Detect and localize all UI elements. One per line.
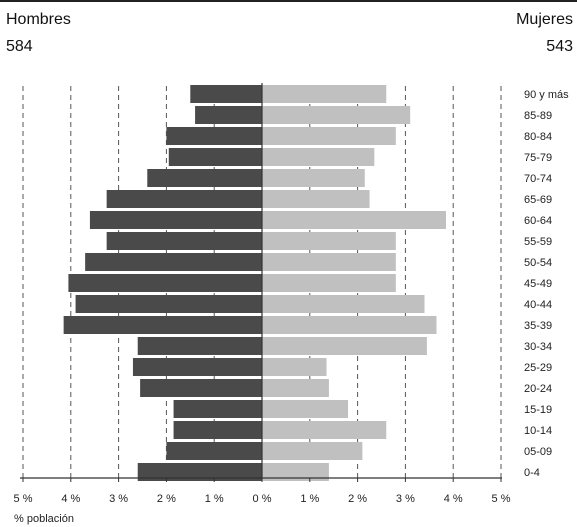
x-tick-label: 1 %: [300, 493, 319, 505]
bar-male-70-74: [147, 169, 262, 187]
bar-male-75-79: [168, 148, 262, 166]
age-group-label: 40-44: [524, 299, 552, 311]
age-group-label: 85-89: [524, 110, 552, 122]
age-group-label: 0-4: [524, 467, 540, 479]
bar-female-65-69: [262, 190, 370, 208]
age-group-label: 50-54: [524, 257, 552, 269]
x-tick-label: 1 %: [205, 493, 224, 505]
bar-female-45-49: [262, 274, 396, 292]
bar-female-55-59: [262, 232, 396, 250]
bar-male-45-49: [68, 274, 262, 292]
age-group-label: 60-64: [524, 215, 552, 227]
bar-female-35-39: [262, 316, 437, 334]
bar-male-10-14: [173, 421, 262, 439]
bar-male-20-24: [140, 379, 262, 397]
bar-female-0-4: [262, 463, 329, 481]
bar-female-50-54: [262, 253, 396, 271]
x-axis-title: % población: [14, 513, 74, 525]
age-group-label: 30-34: [524, 341, 552, 353]
bar-female-05-09: [262, 442, 363, 460]
x-tick-label: 4 %: [61, 493, 80, 505]
x-tick-label: 5 %: [14, 493, 33, 505]
age-group-label: 15-19: [524, 404, 552, 416]
bar-male-65-69: [106, 190, 263, 208]
bar-female-80-84: [262, 127, 396, 145]
age-group-label: 20-24: [524, 383, 552, 395]
age-group-label: 35-39: [524, 320, 552, 332]
bar-male-50-54: [85, 253, 262, 271]
top-rule: [0, 0, 577, 2]
females-label: Mujeres: [516, 11, 573, 28]
bar-female-25-29: [262, 358, 327, 376]
bar-male-30-34: [137, 337, 262, 355]
bar-male-05-09: [166, 442, 262, 460]
bar-female-70-74: [262, 169, 365, 187]
bar-female-10-14: [262, 421, 387, 439]
bar-female-40-44: [262, 295, 425, 313]
bar-female-30-34: [262, 337, 427, 355]
bar-male-80-84: [166, 127, 262, 145]
age-group-label: 80-84: [524, 131, 552, 143]
age-group-label: 75-79: [524, 152, 552, 164]
age-group-label: 45-49: [524, 278, 552, 290]
bar-female-60-64: [262, 211, 447, 229]
bar-female-75-79: [262, 148, 375, 166]
males-total: 584: [6, 38, 33, 55]
bar-female-85-89: [262, 106, 411, 124]
age-group-label: 70-74: [524, 173, 552, 185]
bar-male-90-y-más: [190, 85, 262, 103]
bar-male-60-64: [89, 211, 262, 229]
x-tick-label: 2 %: [157, 493, 176, 505]
bar-female-90-y-más: [262, 85, 387, 103]
bar-male-55-59: [106, 232, 263, 250]
bar-male-0-4: [137, 463, 262, 481]
x-tick-label: 5 %: [492, 493, 511, 505]
x-tick-label: 2 %: [348, 493, 367, 505]
age-group-label: 65-69: [524, 194, 552, 206]
age-group-label: 10-14: [524, 425, 552, 437]
age-group-label: 90 y más: [524, 89, 569, 101]
x-tick-label: 3 %: [396, 493, 415, 505]
x-tick-label: 0 %: [253, 493, 272, 505]
bar-male-40-44: [75, 295, 262, 313]
bar-male-85-89: [195, 106, 262, 124]
bar-male-35-39: [63, 316, 262, 334]
males-label: Hombres: [6, 11, 71, 28]
age-group-label: 25-29: [524, 362, 552, 374]
females-total: 543: [546, 38, 573, 55]
bar-female-15-19: [262, 400, 349, 418]
x-tick-label: 3 %: [109, 493, 128, 505]
age-group-label: 05-09: [524, 446, 552, 458]
bar-female-20-24: [262, 379, 329, 397]
age-group-label: 55-59: [524, 236, 552, 248]
bar-male-15-19: [173, 400, 262, 418]
bar-male-25-29: [132, 358, 262, 376]
x-tick-label: 4 %: [444, 493, 463, 505]
